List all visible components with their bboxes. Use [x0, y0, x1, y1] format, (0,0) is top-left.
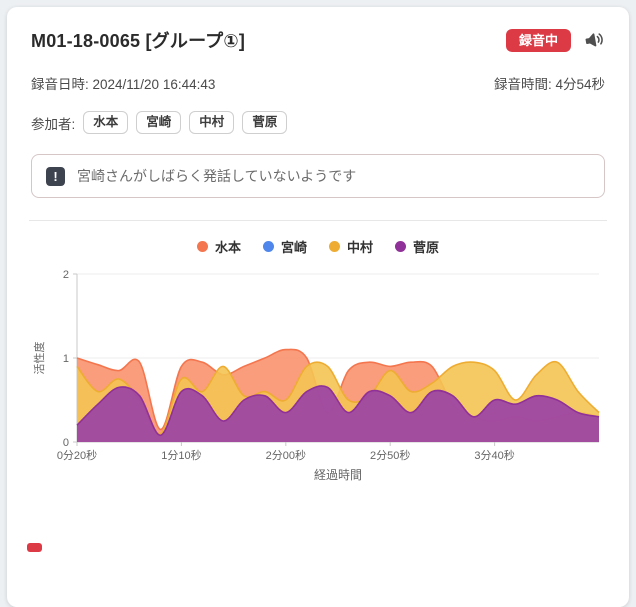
- legend-dot: [262, 241, 274, 252]
- recording-info-row: 録音日時: 2024/11/20 16:44:43 録音時間: 4分54秒: [31, 73, 605, 93]
- alert-message: 宮崎さんがしばらく発話していないようです: [77, 168, 357, 184]
- legend-label: 水本: [214, 240, 241, 255]
- legend-item-菅原[interactable]: 菅原: [395, 237, 439, 256]
- svg-text:2: 2: [63, 269, 69, 281]
- svg-text:1分10秒: 1分10秒: [161, 448, 201, 462]
- recording-card: M01-18-0065 [グループ①] 録音中 録音日時: 2024/11/20…: [7, 7, 629, 607]
- recording-duration: 録音時間: 4分54秒: [493, 77, 605, 92]
- alert-box: ! 宮崎さんがしばらく発話していないようです: [31, 154, 605, 198]
- participants-label: 参加者:: [31, 116, 76, 132]
- cutoff-red-badge: [27, 543, 42, 552]
- section-divider: [29, 220, 607, 221]
- participant-chip-nakamura: 中村: [189, 111, 235, 134]
- svg-text:経過時間: 経過時間: [314, 468, 362, 482]
- speaker-icon[interactable]: [581, 27, 606, 52]
- svg-text:0分20秒: 0分20秒: [57, 448, 97, 462]
- chart-area: 0 1 2 0分20秒 1分10秒 2分00秒 2分50秒 3分40秒経過時間 活性度: [31, 264, 605, 491]
- participants-row: 参加者: 水本 宮崎 中村 菅原: [31, 111, 605, 134]
- legend-item-水本[interactable]: 水本: [196, 237, 241, 256]
- alert-icon: !: [46, 166, 65, 186]
- legend-label: 宮崎: [280, 240, 307, 255]
- svg-text:活性度: 活性度: [32, 342, 46, 375]
- svg-text:2分00秒: 2分00秒: [266, 448, 306, 462]
- legend-item-中村[interactable]: 中村: [329, 237, 373, 256]
- participant-chip-sugawara: 菅原: [242, 111, 288, 134]
- card-header: M01-18-0065 [グループ①] 録音中: [31, 27, 605, 53]
- legend-dot: [329, 241, 340, 252]
- svg-text:0: 0: [63, 437, 69, 449]
- legend-label: 菅原: [413, 240, 440, 255]
- legend-dot: [196, 241, 208, 252]
- participant-chip-miyazaki: 宮崎: [136, 111, 182, 134]
- chart-legend: 水本 宮崎 中村 菅原: [31, 237, 605, 256]
- svg-text:3分40秒: 3分40秒: [474, 448, 514, 462]
- page-title: M01-18-0065 [グループ①]: [31, 31, 246, 51]
- recording-datetime: 録音日時: 2024/11/20 16:44:43: [31, 77, 216, 92]
- header-actions: 録音中: [505, 27, 606, 52]
- legend-dot: [395, 241, 407, 252]
- legend-item-宮崎[interactable]: 宮崎: [262, 237, 307, 256]
- recording-status-badge: 録音中: [505, 28, 571, 52]
- legend-label: 中村: [347, 240, 374, 255]
- svg-text:1: 1: [63, 353, 69, 365]
- svg-text:2分50秒: 2分50秒: [370, 448, 410, 462]
- participant-chip-mizumoto: 水本: [83, 111, 129, 134]
